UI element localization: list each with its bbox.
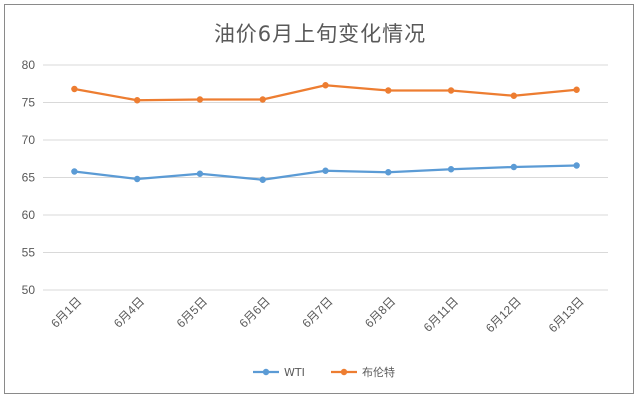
data-point bbox=[322, 82, 329, 89]
data-point bbox=[385, 169, 392, 176]
x-tick-label: 6月6日 bbox=[237, 294, 273, 330]
data-point bbox=[259, 96, 266, 103]
y-axis-tick-labels: 50 55 60 65 70 75 80 bbox=[22, 58, 36, 297]
x-tick-label: 6月4日 bbox=[111, 294, 147, 330]
legend-item: WTI bbox=[253, 366, 305, 379]
data-point bbox=[385, 87, 392, 94]
x-tick-label: 6月7日 bbox=[299, 294, 335, 330]
x-tick-label: 6月5日 bbox=[174, 294, 210, 330]
data-point bbox=[133, 175, 141, 183]
x-tick-label: 6月11日 bbox=[421, 294, 461, 334]
legend-label: 布伦特 bbox=[362, 365, 395, 379]
x-axis-tick-labels: 6月1日 6月4日 6月5日 6月6日 6月7日 6月8日 6月11日 6月12日 6月13日 bbox=[48, 294, 587, 335]
y-tick-label: 55 bbox=[22, 246, 36, 260]
data-point bbox=[71, 168, 78, 175]
data-point bbox=[447, 87, 455, 94]
y-tick-label: 80 bbox=[22, 58, 36, 72]
x-tick-label: 6月12日 bbox=[483, 294, 524, 335]
y-tick-label: 65 bbox=[22, 171, 36, 185]
data-point bbox=[196, 96, 204, 103]
legend-item: 布伦特 bbox=[331, 365, 395, 379]
data-point bbox=[447, 166, 455, 173]
data-point bbox=[133, 97, 141, 104]
data-point bbox=[510, 92, 518, 99]
data-point bbox=[196, 170, 204, 177]
data-point bbox=[322, 167, 329, 174]
chart-title: 油价6月上旬变化情况 bbox=[213, 22, 427, 46]
y-tick-label: 70 bbox=[22, 133, 36, 147]
x-tick-label: 6月8日 bbox=[362, 294, 398, 330]
legend-marker-icon bbox=[340, 368, 348, 376]
x-tick-label: 6月1日 bbox=[48, 294, 84, 330]
x-tick-label: 6月13日 bbox=[546, 294, 587, 335]
legend-label: WTI bbox=[284, 366, 305, 379]
data-point bbox=[573, 86, 580, 93]
series-0 bbox=[71, 162, 580, 183]
y-tick-label: 50 bbox=[22, 283, 36, 297]
series-1 bbox=[71, 82, 580, 104]
data-point bbox=[510, 163, 518, 171]
y-tick-label: 60 bbox=[22, 208, 36, 222]
y-tick-label: 75 bbox=[22, 96, 36, 110]
data-point bbox=[573, 162, 580, 169]
chart-area bbox=[4, 4, 634, 394]
data-series bbox=[71, 82, 580, 183]
data-point bbox=[259, 176, 266, 183]
legend-marker-icon bbox=[262, 368, 270, 376]
data-point bbox=[71, 85, 78, 93]
legend: WTI 布伦特 bbox=[253, 365, 395, 379]
